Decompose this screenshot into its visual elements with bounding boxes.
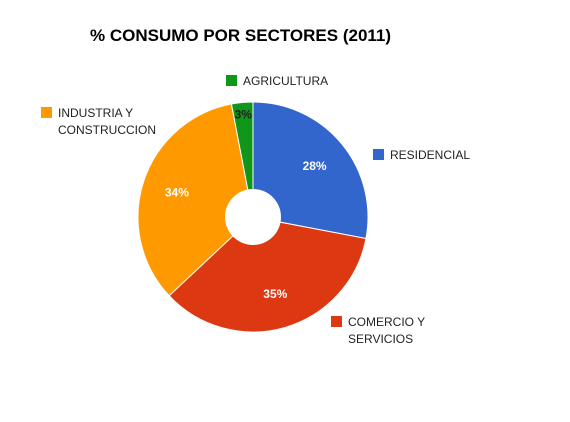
pie-slice-residencial	[252, 101, 369, 240]
slice-label-agricultura: 3%	[235, 108, 253, 122]
legend-label-residencial: RESIDENCIAL	[390, 148, 470, 162]
legend-label-comercio-y-servicios: SERVICIOS	[348, 332, 413, 346]
donut-hole	[225, 189, 281, 245]
legend-item-comercio-y-servicios: COMERCIO Y SERVICIOS	[331, 315, 425, 346]
pie-slice-comercio-y-servicios	[168, 216, 367, 333]
slice-label-industria-y-construccion: 34%	[165, 185, 189, 199]
legend-swatch-comercio-y-servicios	[331, 316, 342, 327]
legend-item-industria-y-construccion: INDUSTRIA Y CONSTRUCCION	[41, 106, 156, 137]
slice-label-comercio-y-servicios: 35%	[263, 287, 287, 301]
legend-label-comercio-y-servicios: COMERCIO Y	[348, 315, 425, 329]
legend-label-agricultura: AGRICULTURA	[243, 74, 328, 88]
legend-swatch-industria-y-construccion	[41, 107, 52, 118]
legend-label-industria-y-construccion: INDUSTRIA Y	[58, 106, 133, 120]
chart-title: % CONSUMO POR SECTORES (2011)	[90, 26, 392, 45]
legend-item-agricultura: AGRICULTURA	[226, 74, 328, 88]
legend-label-industria-y-construccion: CONSTRUCCION	[58, 123, 156, 137]
legend-item-residencial: RESIDENCIAL	[373, 148, 470, 162]
pie-slice-industria-y-construccion	[137, 103, 254, 297]
legend-swatch-agricultura	[226, 75, 237, 86]
pie-slice-agricultura	[230, 101, 254, 218]
legend-swatch-residencial	[373, 149, 384, 160]
slice-label-residencial: 28%	[303, 159, 327, 173]
